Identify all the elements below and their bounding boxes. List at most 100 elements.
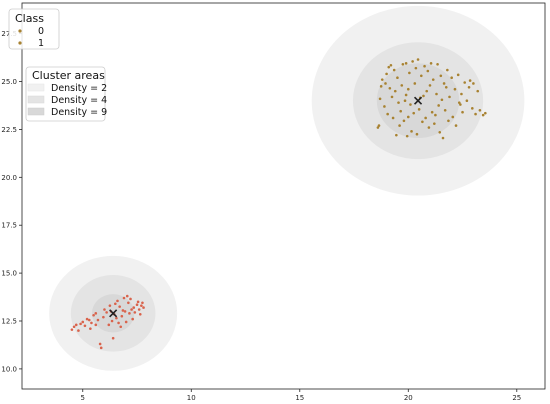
data-point-class-1 xyxy=(387,65,391,69)
data-point-class-1 xyxy=(456,73,460,77)
data-point-class-0 xyxy=(72,325,76,329)
data-point-class-1 xyxy=(442,82,446,85)
data-point-class-1 xyxy=(395,133,398,137)
data-point-class-0 xyxy=(85,317,89,321)
data-point-class-1 xyxy=(378,97,382,101)
data-point-class-1 xyxy=(404,62,408,65)
data-point-class-1 xyxy=(431,78,435,81)
data-point-class-1 xyxy=(391,116,395,120)
data-point-class-1 xyxy=(420,74,423,78)
data-point-class-1 xyxy=(444,85,448,89)
density-2-swatch xyxy=(27,83,45,92)
data-point-class-1 xyxy=(440,98,444,102)
y-tick-label: 15.0 xyxy=(1,270,17,278)
data-point-class-1 xyxy=(438,131,442,134)
data-point-class-1 xyxy=(380,78,384,81)
data-point-class-0 xyxy=(128,312,131,315)
data-point-class-0 xyxy=(70,328,74,331)
data-point-class-1 xyxy=(441,136,445,140)
plot-area-frame xyxy=(21,2,546,390)
y-tick-label: 20.0 xyxy=(1,174,17,182)
x-tick-label: 10 xyxy=(187,394,196,402)
data-point-class-0 xyxy=(98,342,102,346)
data-point-class-0 xyxy=(117,321,120,325)
data-point-class-0 xyxy=(135,303,139,307)
data-point-class-1 xyxy=(481,113,485,117)
data-point-class-1 xyxy=(447,119,450,123)
data-point-class-1 xyxy=(457,101,461,104)
data-point-class-1 xyxy=(405,134,409,138)
data-point-class-1 xyxy=(468,79,472,82)
centroid-stroke xyxy=(109,309,118,318)
data-point-class-0 xyxy=(87,318,91,322)
class-legend-title: Class xyxy=(15,12,44,25)
data-point-class-1 xyxy=(409,103,412,106)
data-point-class-1 xyxy=(377,124,381,127)
data-point-class-0 xyxy=(99,346,103,350)
data-point-class-1 xyxy=(435,92,438,96)
y-tick-label: 25.0 xyxy=(1,78,17,86)
data-point-class-1 xyxy=(454,124,458,127)
class-1-marker xyxy=(18,41,22,45)
data-point-class-1 xyxy=(421,120,424,124)
data-point-class-1 xyxy=(463,81,467,84)
data-point-class-1 xyxy=(385,72,388,76)
data-point-class-0 xyxy=(96,318,100,322)
data-point-class-0 xyxy=(83,324,87,328)
data-point-class-0 xyxy=(133,311,137,314)
data-point-class-1 xyxy=(465,99,469,102)
data-point-class-1 xyxy=(376,126,380,129)
data-point-class-1 xyxy=(446,68,449,72)
x-tick-label: 15 xyxy=(295,394,304,402)
data-point-class-1 xyxy=(401,63,405,66)
data-point-class-1 xyxy=(396,76,399,80)
data-point-class-1 xyxy=(427,126,431,129)
data-point-class-0 xyxy=(137,308,141,311)
data-point-class-1 xyxy=(472,82,475,85)
data-point-class-1 xyxy=(392,68,396,72)
class-legend-box xyxy=(8,8,60,50)
cluster-areas-legend-entry-density-2: Density = 2 xyxy=(51,83,107,94)
data-point-class-1 xyxy=(393,89,397,93)
data-point-class-1 xyxy=(402,119,406,123)
data-point-class-1 xyxy=(384,82,387,85)
data-point-class-1 xyxy=(404,93,408,97)
data-point-class-1 xyxy=(400,84,404,87)
data-point-class-1 xyxy=(450,76,453,80)
data-point-class-1 xyxy=(448,95,451,99)
data-point-class-1 xyxy=(437,104,440,107)
data-point-class-1 xyxy=(451,115,455,119)
data-point-class-0 xyxy=(130,308,133,311)
data-point-class-0 xyxy=(77,329,80,332)
data-point-class-0 xyxy=(90,321,93,325)
data-point-class-0 xyxy=(74,323,78,327)
data-point-class-1 xyxy=(428,84,432,87)
data-point-class-1 xyxy=(425,89,429,93)
data-point-class-0 xyxy=(92,313,95,317)
data-point-class-0 xyxy=(119,325,123,329)
data-point-class-1 xyxy=(471,107,474,110)
data-point-class-0 xyxy=(136,300,140,304)
y-tick-label: 17.5 xyxy=(1,222,17,230)
cluster-areas-legend-box xyxy=(25,66,106,122)
class-0-marker xyxy=(18,29,22,33)
class-legend-entry-1: 1 xyxy=(38,38,44,49)
x-tick-label: 20 xyxy=(404,394,413,402)
data-point-class-1 xyxy=(399,109,402,113)
data-point-class-0 xyxy=(132,306,136,309)
data-point-class-0 xyxy=(122,296,126,300)
data-point-class-1 xyxy=(474,112,477,116)
data-points-layer xyxy=(70,58,487,350)
data-point-class-1 xyxy=(476,89,480,93)
x-tick-label: 25 xyxy=(512,394,521,402)
centroid-marker xyxy=(413,96,423,105)
data-point-class-1 xyxy=(460,92,463,96)
data-point-class-1 xyxy=(439,74,443,78)
data-point-class-1 xyxy=(443,108,447,112)
data-point-class-1 xyxy=(478,108,482,112)
y-tick-label: 12.5 xyxy=(1,317,17,325)
data-point-class-1 xyxy=(453,87,457,91)
data-point-class-1 xyxy=(429,62,433,65)
data-point-class-1 xyxy=(416,58,420,61)
